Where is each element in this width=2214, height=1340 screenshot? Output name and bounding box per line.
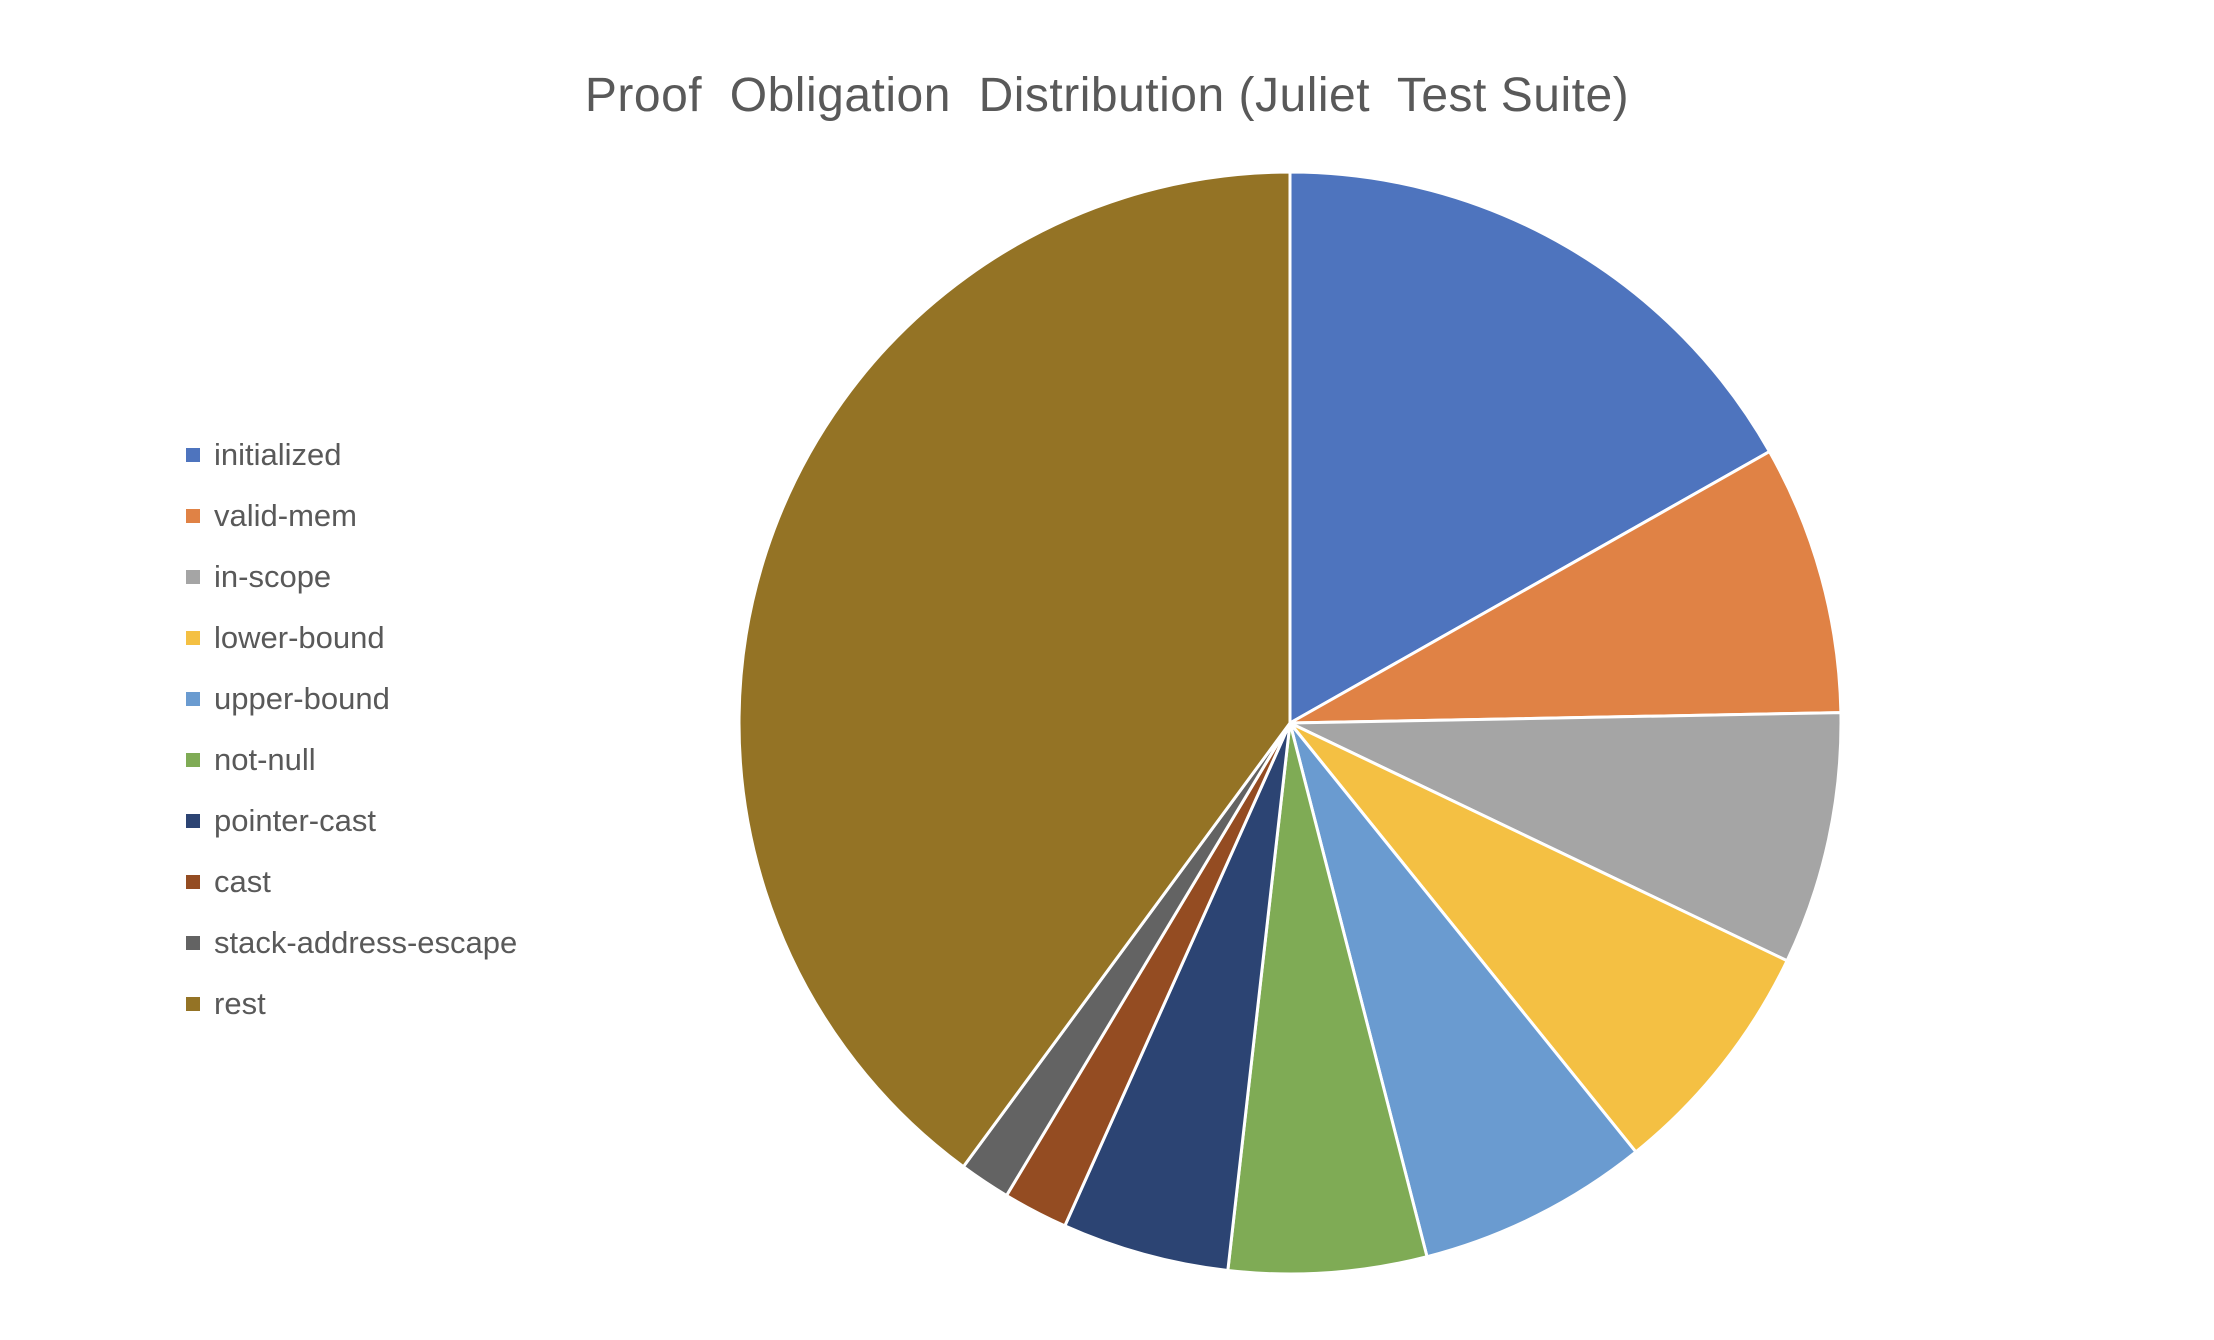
legend-label: in-scope [214,558,332,594]
legend-item-upper-bound: upper-bound [186,668,517,729]
legend-swatch [186,813,200,828]
legend-label: stack-address-escape [214,924,518,960]
legend-item-in-scope: in-scope [186,546,517,607]
legend-swatch [186,508,200,523]
legend-label: valid-mem [214,497,357,533]
legend-label: not-null [214,741,316,777]
legend-swatch [186,691,200,706]
legend-item-lower-bound: lower-bound [186,607,517,668]
pie-slice-not-null [1226,721,1429,1276]
legend-swatch [186,447,200,462]
legend-swatch [186,996,200,1011]
legend-item-not-null: not-null [186,729,517,790]
pie-slice-rest [737,170,1292,1169]
legend-swatch [186,569,200,584]
legend-swatch [186,752,200,767]
legend-item-rest: rest [186,973,517,1034]
legend-item-stack-address-escape: stack-address-escape [186,912,517,973]
pie-slice-lower-bound [1288,721,1789,1154]
legend-label: pointer-cast [214,802,376,838]
pie-slice-upper-bound [1288,721,1638,1259]
chart-legend: initialized valid-mem in-scope lower-bound u… [186,424,517,1034]
legend-label: initialized [214,436,342,472]
legend-label: upper-bound [214,680,390,716]
legend-item-valid-mem: valid-mem [186,485,517,546]
legend-label: lower-bound [214,619,385,655]
legend-label: cast [214,863,271,899]
legend-label: rest [214,985,266,1021]
pie-slice-valid-mem [1288,450,1843,725]
legend-swatch [186,874,200,889]
legend-swatch [186,935,200,950]
legend-swatch [186,630,200,645]
chart-title: Proof Obligation Distribution (Juliet Te… [584,69,1630,122]
legend-item-cast: cast [186,851,517,912]
pie-slice-pointer-cast [1063,721,1292,1272]
pie-slice-in-scope [1288,711,1843,963]
legend-item-pointer-cast: pointer-cast [186,790,517,851]
pie-slice-initialized [1288,170,1771,725]
legend-item-initialized: initialized [186,424,517,485]
